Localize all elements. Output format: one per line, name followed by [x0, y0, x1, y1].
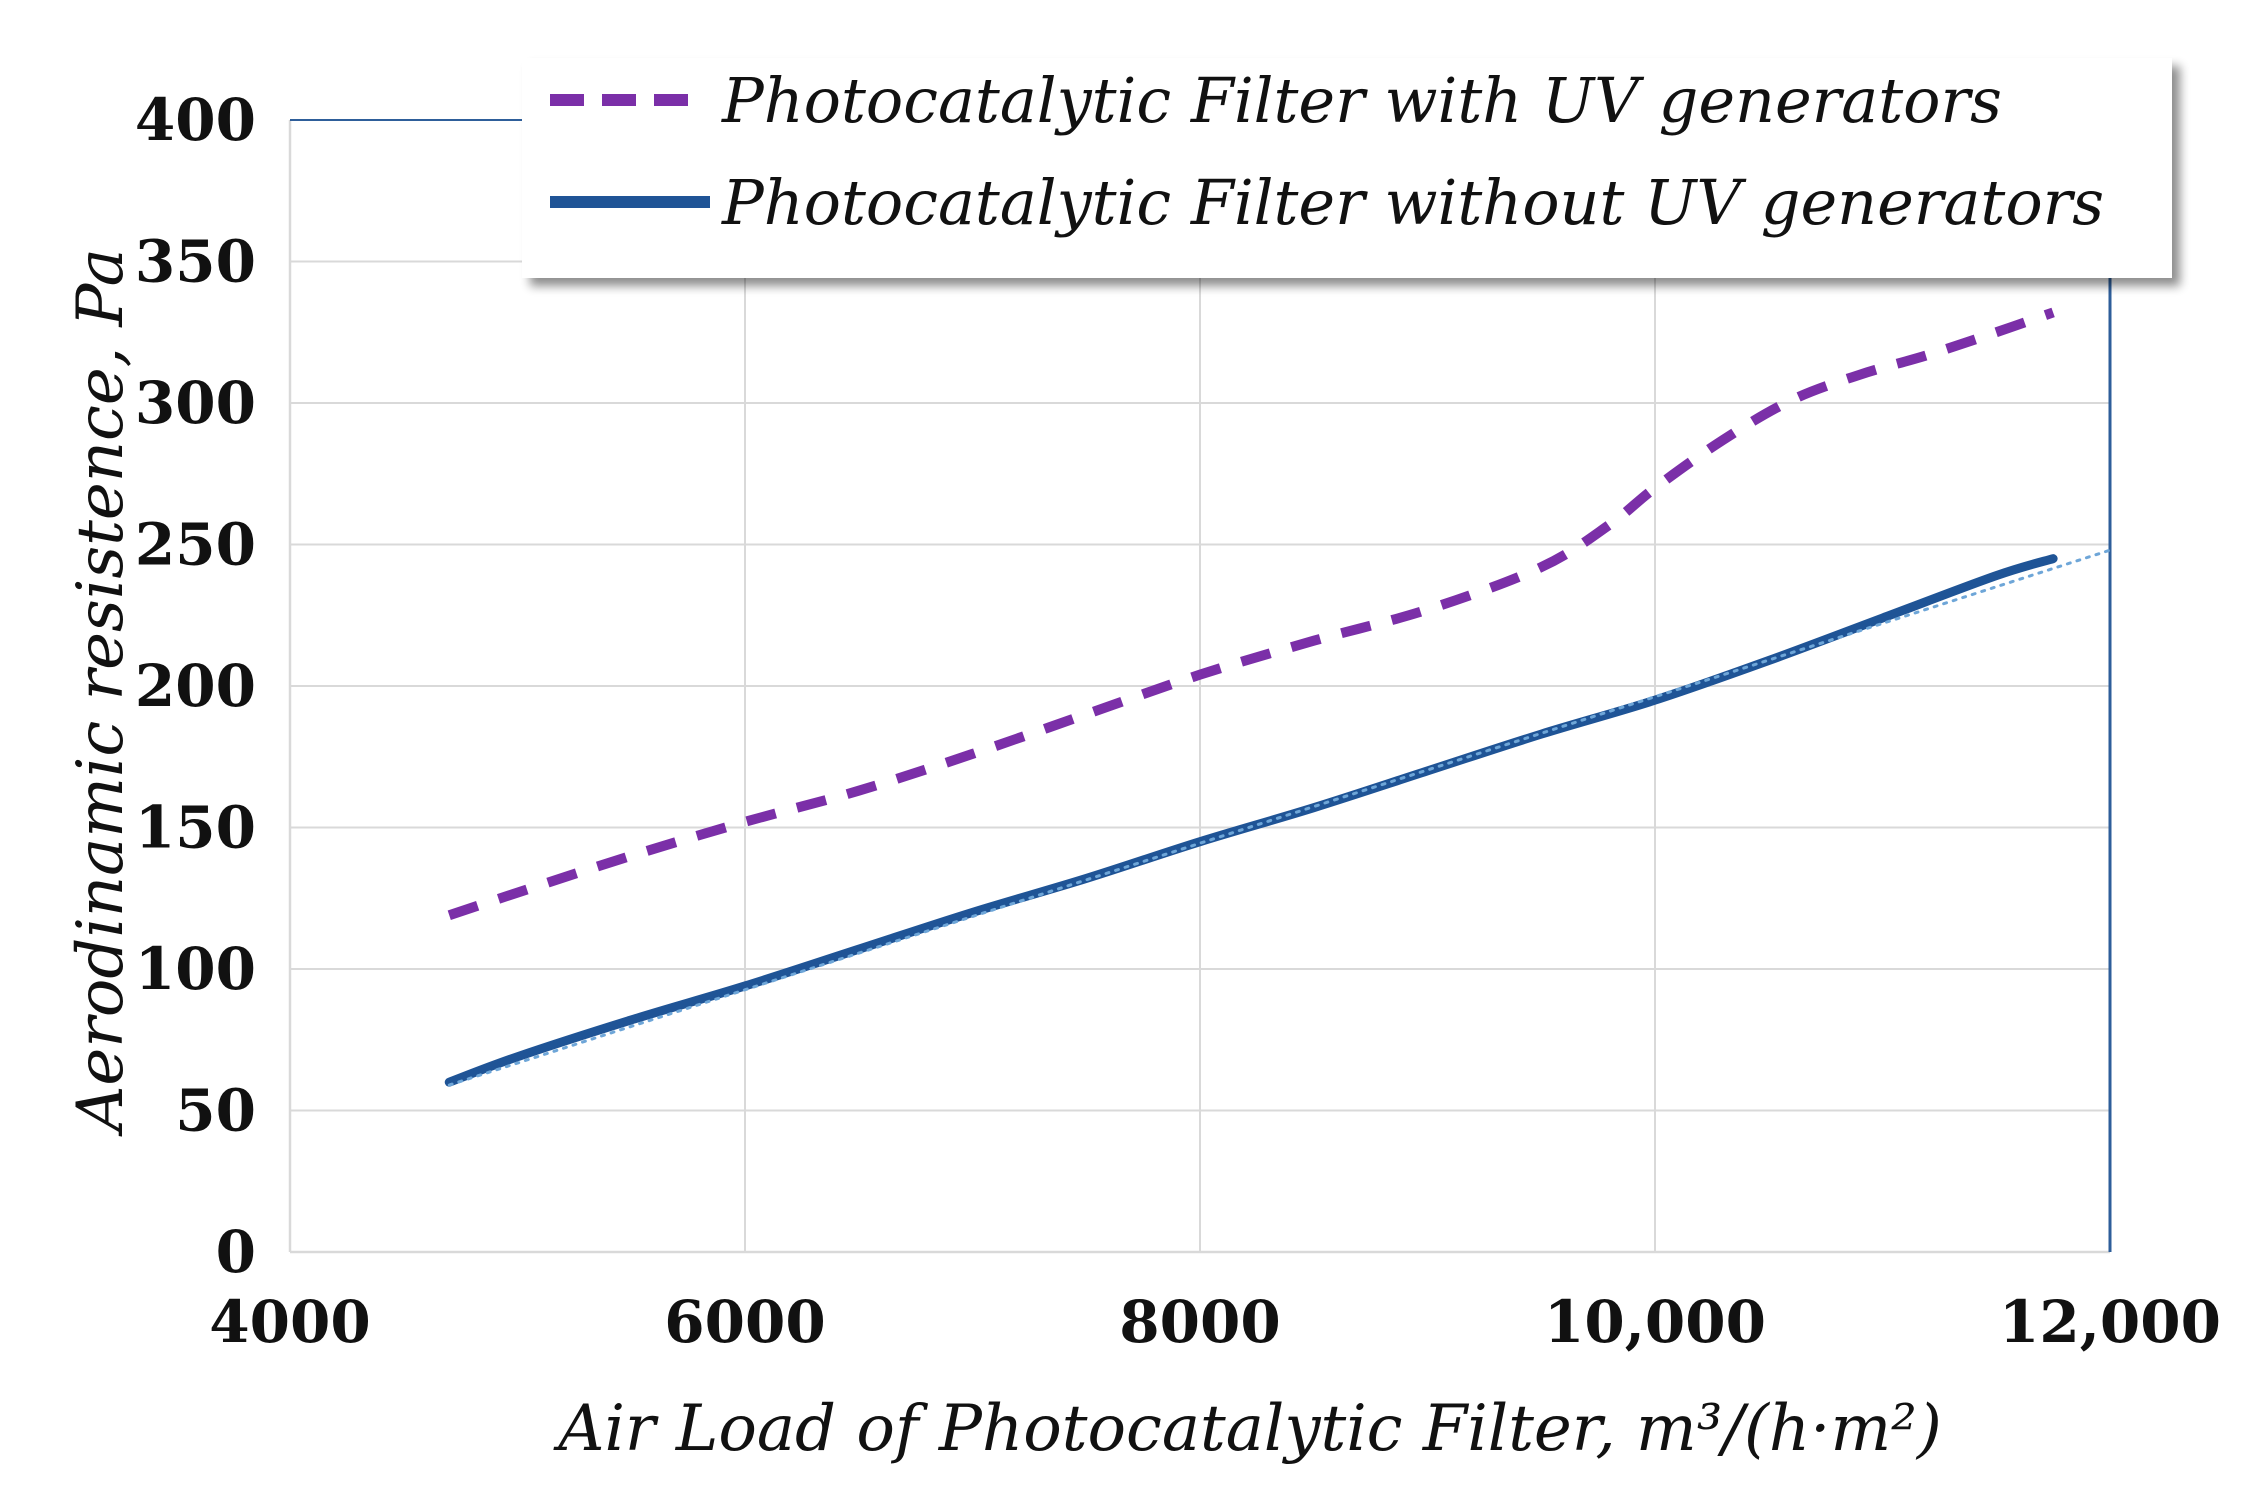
x-tick-label-10000: 10,000 — [1544, 1288, 1766, 1356]
series-line-with-uv — [447, 307, 2055, 920]
y-axis-title: Aerodinamic resistence, Pa — [64, 248, 138, 1137]
tick-labels: 0 50 100 150 200 250 300 350 400 4000 6000 8000 10,0… — [135, 86, 2221, 1356]
y-tick-label-200: 200 — [135, 652, 256, 720]
series-group — [444, 307, 2112, 1087]
legend-label-with-uv: Photocatalytic Filter with UV generators — [721, 64, 2002, 137]
legend: Photocatalytic Filter with UV generators… — [522, 58, 2172, 278]
x-tick-label-4000: 4000 — [209, 1288, 370, 1356]
y-tick-label-150: 150 — [135, 794, 256, 862]
legend-label-without-uv: Photocatalytic Filter without UV generat… — [721, 166, 2104, 239]
grid — [290, 120, 2110, 1252]
y-tick-label-300: 300 — [135, 369, 256, 437]
x-tick-label-12000: 12,000 — [1999, 1288, 2221, 1356]
y-tick-label-350: 350 — [135, 228, 256, 296]
x-tick-label-6000: 6000 — [664, 1288, 825, 1356]
y-tick-label-250: 250 — [135, 511, 256, 579]
y-tick-label-100: 100 — [135, 935, 256, 1003]
x-axis-title: Air Load of Photocatalytic Filter, m³/(h… — [553, 1392, 1942, 1466]
x-tick-label-8000: 8000 — [1119, 1288, 1280, 1356]
series-line-without-uv — [444, 554, 2058, 1087]
y-tick-label-400: 400 — [135, 86, 256, 154]
trendline-dotted — [447, 548, 2112, 1087]
legend-box — [522, 58, 2172, 278]
y-tick-label-0: 0 — [216, 1218, 256, 1286]
y-tick-label-50: 50 — [175, 1077, 256, 1145]
